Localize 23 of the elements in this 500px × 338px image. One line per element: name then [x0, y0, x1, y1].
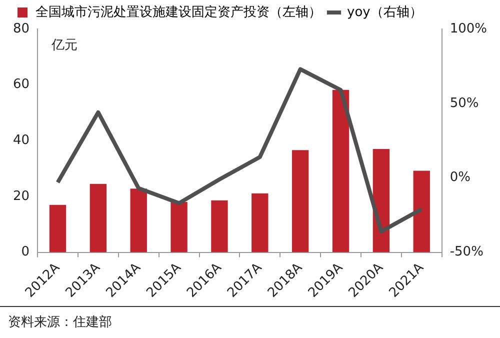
legend-label: yoy（右轴）	[347, 4, 422, 20]
y2-tick-label: 0%	[450, 170, 470, 186]
y-axis-title: 亿元	[50, 38, 78, 53]
y-tick-label: 80	[12, 21, 30, 36]
bar	[332, 90, 350, 252]
y2-tick-label: 100%	[450, 21, 488, 36]
bar	[211, 200, 228, 252]
y-tick-label: 40	[12, 133, 30, 148]
bar	[130, 188, 147, 252]
bar	[170, 202, 188, 252]
bar	[252, 193, 268, 252]
y-tick-label: 60	[12, 77, 30, 92]
bar	[413, 170, 430, 252]
y-tick-label: 0	[21, 244, 30, 260]
bar	[292, 150, 309, 252]
bar	[372, 149, 390, 252]
y2-tick-label: 50%	[450, 96, 479, 111]
text: 资料来源：住建部	[0, 306, 500, 331]
bar	[90, 184, 107, 252]
legend-label: 全国城市污泥处置设施建设固定资产投资（左轴）	[36, 4, 322, 20]
bar	[49, 204, 66, 252]
y2-tick-label: -50%	[450, 244, 484, 260]
y-tick-label: 20	[12, 188, 30, 204]
